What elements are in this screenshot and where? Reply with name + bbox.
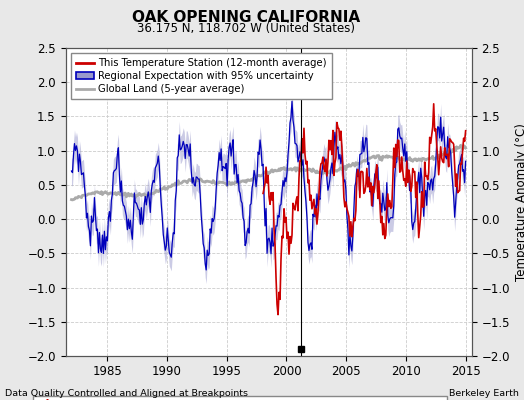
Text: 36.175 N, 118.702 W (United States): 36.175 N, 118.702 W (United States) [137, 22, 355, 35]
Text: Data Quality Controlled and Aligned at Breakpoints: Data Quality Controlled and Aligned at B… [5, 389, 248, 398]
Text: OAK OPENING CALIFORNIA: OAK OPENING CALIFORNIA [132, 10, 361, 25]
Legend: Station Move, Record Gap, Time of Obs. Change, Empirical Break: Station Move, Record Gap, Time of Obs. C… [33, 396, 447, 400]
Y-axis label: Temperature Anomaly (°C): Temperature Anomaly (°C) [516, 123, 524, 281]
Text: Berkeley Earth: Berkeley Earth [449, 389, 519, 398]
